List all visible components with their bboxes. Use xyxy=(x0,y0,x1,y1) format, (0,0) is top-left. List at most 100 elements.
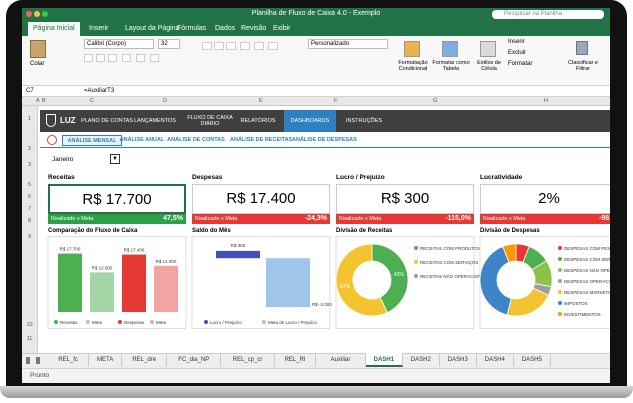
dropdown-button[interactable]: ▼ xyxy=(110,154,120,164)
format-button[interactable] xyxy=(136,54,145,62)
card-value[interactable]: R$ 17.400 xyxy=(192,184,330,214)
sort-icon[interactable] xyxy=(576,41,588,55)
chart-frame xyxy=(47,236,187,329)
format-button[interactable] xyxy=(108,54,117,62)
ribbon-tab[interactable]: Revisão xyxy=(241,25,267,32)
cells-button[interactable]: Excluir xyxy=(508,50,527,56)
column-header: D xyxy=(163,98,167,104)
nav-item[interactable]: INSTRUÇÕES xyxy=(345,118,383,124)
nav-item[interactable]: PLANO DE CONTAS xyxy=(81,118,133,124)
legend-label: DESPESAS COM SERVIÇOS xyxy=(564,257,610,262)
legend-dot xyxy=(558,257,562,261)
sub-tab[interactable]: ANÁLISE DE RECEITAS xyxy=(230,137,293,143)
ribbon-tab[interactable]: Página Inicial xyxy=(28,22,80,36)
cells-button[interactable]: Inserir xyxy=(508,39,525,45)
align-button[interactable] xyxy=(214,42,224,50)
status-bar xyxy=(22,368,610,383)
window-button[interactable] xyxy=(26,11,32,17)
align-button[interactable] xyxy=(226,42,236,50)
sheet-tab[interactable]: REL_dre xyxy=(122,353,168,367)
card-meta-bar xyxy=(48,214,186,224)
logo: LUZ xyxy=(60,116,76,125)
nav-item[interactable]: FLUXO DE CAIXA DIÁRIO xyxy=(187,115,233,127)
screen: Planilha de Fluxo de Caixa 4.0 - Exemplo… xyxy=(22,8,610,383)
legend-label: INVESTIMENTOS xyxy=(564,312,601,317)
style-label[interactable]: Formatar como Tabela xyxy=(432,60,470,72)
column-header: A xyxy=(36,98,40,104)
align-button[interactable] xyxy=(202,42,212,50)
font-box[interactable]: Calibri (Corpo) xyxy=(84,39,154,49)
sub-tab[interactable]: ANÁLISE MENSAL xyxy=(62,135,122,146)
name-box[interactable]: C7 xyxy=(26,88,34,94)
column-header: G xyxy=(433,98,438,104)
style-icon[interactable] xyxy=(404,41,420,57)
search-box[interactable]: Pesquisar na Planilha xyxy=(492,10,604,19)
bar xyxy=(154,265,178,312)
sub-tab[interactable]: ANÁLISE DE DESPESAS xyxy=(292,137,357,143)
scroll-arrows[interactable] xyxy=(26,357,40,364)
paste-icon[interactable] xyxy=(30,40,46,58)
sheet-tab[interactable]: DASH4 xyxy=(477,353,514,367)
formula[interactable]: =AuxiliarT3 xyxy=(84,88,115,94)
sheet-tab[interactable]: DASH1 xyxy=(365,353,403,367)
paste-label[interactable]: Colar xyxy=(30,61,45,67)
window-button[interactable] xyxy=(42,11,48,17)
align-button[interactable] xyxy=(268,42,278,50)
style-label[interactable]: Formatação Condicional xyxy=(398,60,428,72)
laptop-base xyxy=(0,386,633,398)
sub-tab[interactable]: ANÁLISE ANUAL xyxy=(119,137,165,143)
month-select[interactable]: Janeiro xyxy=(52,156,74,163)
align-button[interactable] xyxy=(240,42,250,50)
sheet-tab[interactable]: REL_fc xyxy=(48,353,90,367)
row-header: 3 xyxy=(27,162,32,168)
ribbon-tab[interactable]: Dados xyxy=(215,25,236,32)
chart-title: Comparação do Fluxo de Caixa xyxy=(48,228,138,234)
play-button[interactable] xyxy=(47,135,57,145)
sheet-tab[interactable]: REL_cp_cr xyxy=(221,353,275,367)
font-size-box[interactable]: 32 xyxy=(158,39,180,49)
value-label: R$ 14.000 xyxy=(156,259,177,264)
nav-item[interactable]: LANÇAMENTOS xyxy=(134,118,176,124)
column-header: C xyxy=(90,98,94,104)
value-label: R$ 17.700 xyxy=(60,247,81,252)
format-button[interactable] xyxy=(122,54,131,62)
ribbon-tab[interactable]: Exibir xyxy=(273,25,291,32)
column-header-bar xyxy=(22,97,610,106)
cells-button[interactable]: Formatar xyxy=(508,61,533,67)
nav-item[interactable]: RELATÓRIOS xyxy=(240,118,276,124)
style-label[interactable]: Estilos de Célula xyxy=(477,60,501,72)
sheet-tab[interactable]: FC_dia_NP xyxy=(167,353,222,367)
sheet-tab[interactable]: REL_RI xyxy=(275,353,317,367)
format-button[interactable] xyxy=(84,54,93,62)
ribbon-tab[interactable]: Inserir xyxy=(89,25,109,32)
card-value[interactable]: R$ 17.700 xyxy=(48,184,186,214)
card-value[interactable]: R$ 300 xyxy=(336,184,474,214)
value-label: 57% xyxy=(340,284,351,290)
card-meta-bar xyxy=(480,214,610,224)
format-button[interactable] xyxy=(150,54,159,62)
bar xyxy=(266,258,310,308)
sheet-tab[interactable]: Auxiliar xyxy=(316,353,366,367)
format-button[interactable] xyxy=(96,54,105,62)
nav-item[interactable]: DASHBOARDS xyxy=(284,110,336,132)
sheet-tab[interactable]: META xyxy=(89,353,122,367)
align-button[interactable] xyxy=(254,42,264,50)
window-button[interactable] xyxy=(34,11,40,17)
sort-label[interactable]: Classificar e Filtrar xyxy=(568,60,598,72)
card-value[interactable]: 2% xyxy=(480,184,610,214)
style-icon[interactable] xyxy=(480,41,496,57)
donut-segment xyxy=(479,246,512,316)
number-format-box[interactable]: Personalizado xyxy=(308,39,388,49)
ribbon-tab[interactable]: Layout da Página xyxy=(125,25,180,32)
card-meta-label: Realizado x Meta xyxy=(483,216,526,222)
sheet-tab[interactable]: DASH5 xyxy=(514,353,551,367)
card-meta-label: Realizado x Meta xyxy=(339,216,382,222)
ribbon-tab[interactable]: Fórmulas xyxy=(177,25,207,32)
sheet-tab[interactable]: DASH3 xyxy=(440,353,477,367)
sheet-tab[interactable]: DASH2 xyxy=(403,353,440,367)
sub-tab[interactable]: ANÁLISE DE CONTAS xyxy=(167,137,225,143)
value-label: R$ -2.000 xyxy=(312,302,332,307)
sub-tab-line xyxy=(40,147,610,148)
style-icon[interactable] xyxy=(442,41,458,57)
row-header-bar xyxy=(22,106,38,353)
